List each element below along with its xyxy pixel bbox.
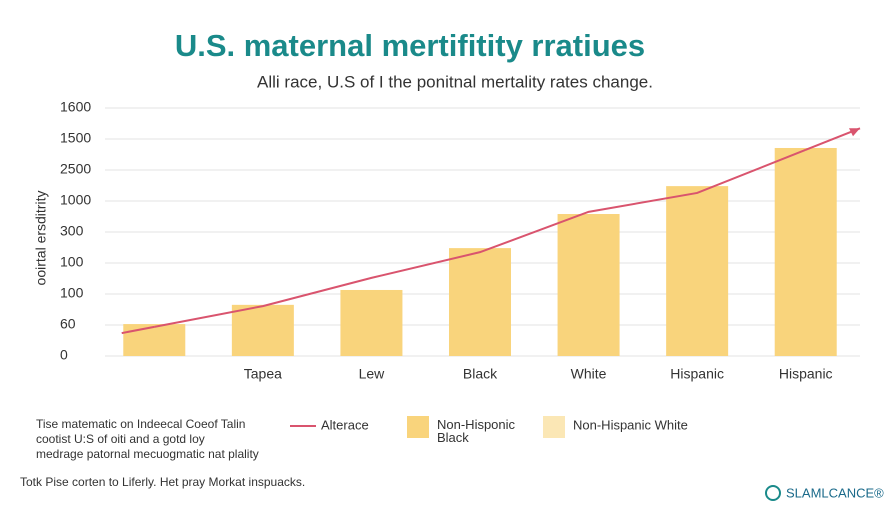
bar bbox=[340, 289, 403, 356]
note: Tise matematic on Indeecal Coeof Talin bbox=[36, 417, 245, 431]
x-tick-label: Lew bbox=[359, 366, 386, 382]
bar bbox=[557, 214, 620, 356]
bar bbox=[123, 324, 186, 356]
brand: SLAMLCANCE® bbox=[786, 485, 884, 500]
arrow-head bbox=[849, 128, 860, 137]
note: cootist U:S of oiti and a gotd loy bbox=[36, 432, 205, 446]
legend-label: Non-Hispanic White bbox=[573, 417, 688, 432]
y-tick-label: 1600 bbox=[60, 99, 91, 115]
y-tick-label: 100 bbox=[60, 254, 84, 270]
y-tick-label: 60 bbox=[60, 316, 76, 332]
y-axis-label: ooirtal ersditrity bbox=[33, 191, 49, 286]
y-tick-label: 1500 bbox=[60, 130, 91, 146]
y-tick-label: 100 bbox=[60, 285, 84, 301]
x-tick-label: Hispanic bbox=[779, 366, 833, 382]
line-lead bbox=[121, 325, 155, 335]
chart-title: U.S. maternal mertifitity rratiues bbox=[175, 28, 645, 63]
x-tick-label: Tapea bbox=[244, 366, 282, 382]
y-tick-label: 300 bbox=[60, 223, 84, 239]
legend-label: Non-Hisponic Black bbox=[437, 417, 516, 445]
footer: Totk Pise corten to Liferly. Het pray Mo… bbox=[20, 475, 305, 489]
y-tick-label: 1000 bbox=[60, 192, 91, 208]
bar bbox=[449, 248, 511, 356]
y-tick-label: 0 bbox=[60, 347, 68, 363]
y-tick-label: 2500 bbox=[60, 161, 91, 177]
legend-label: Alterace bbox=[321, 417, 369, 432]
legend-swatch bbox=[543, 416, 565, 438]
bar bbox=[231, 304, 294, 356]
chart-subtitle: Alli race, U.S of I the ponitnal mertali… bbox=[257, 72, 653, 91]
x-tick-label: Hispanic bbox=[670, 366, 724, 382]
brand-icon bbox=[765, 485, 781, 501]
bar bbox=[774, 147, 837, 356]
x-tick-label: White bbox=[571, 366, 607, 382]
x-tick-label: Black bbox=[463, 366, 498, 382]
line bbox=[154, 148, 807, 328]
bar bbox=[666, 186, 729, 356]
legend-swatch bbox=[407, 416, 429, 438]
note: medrage patornal mecuogmatic nat plality bbox=[36, 447, 259, 461]
